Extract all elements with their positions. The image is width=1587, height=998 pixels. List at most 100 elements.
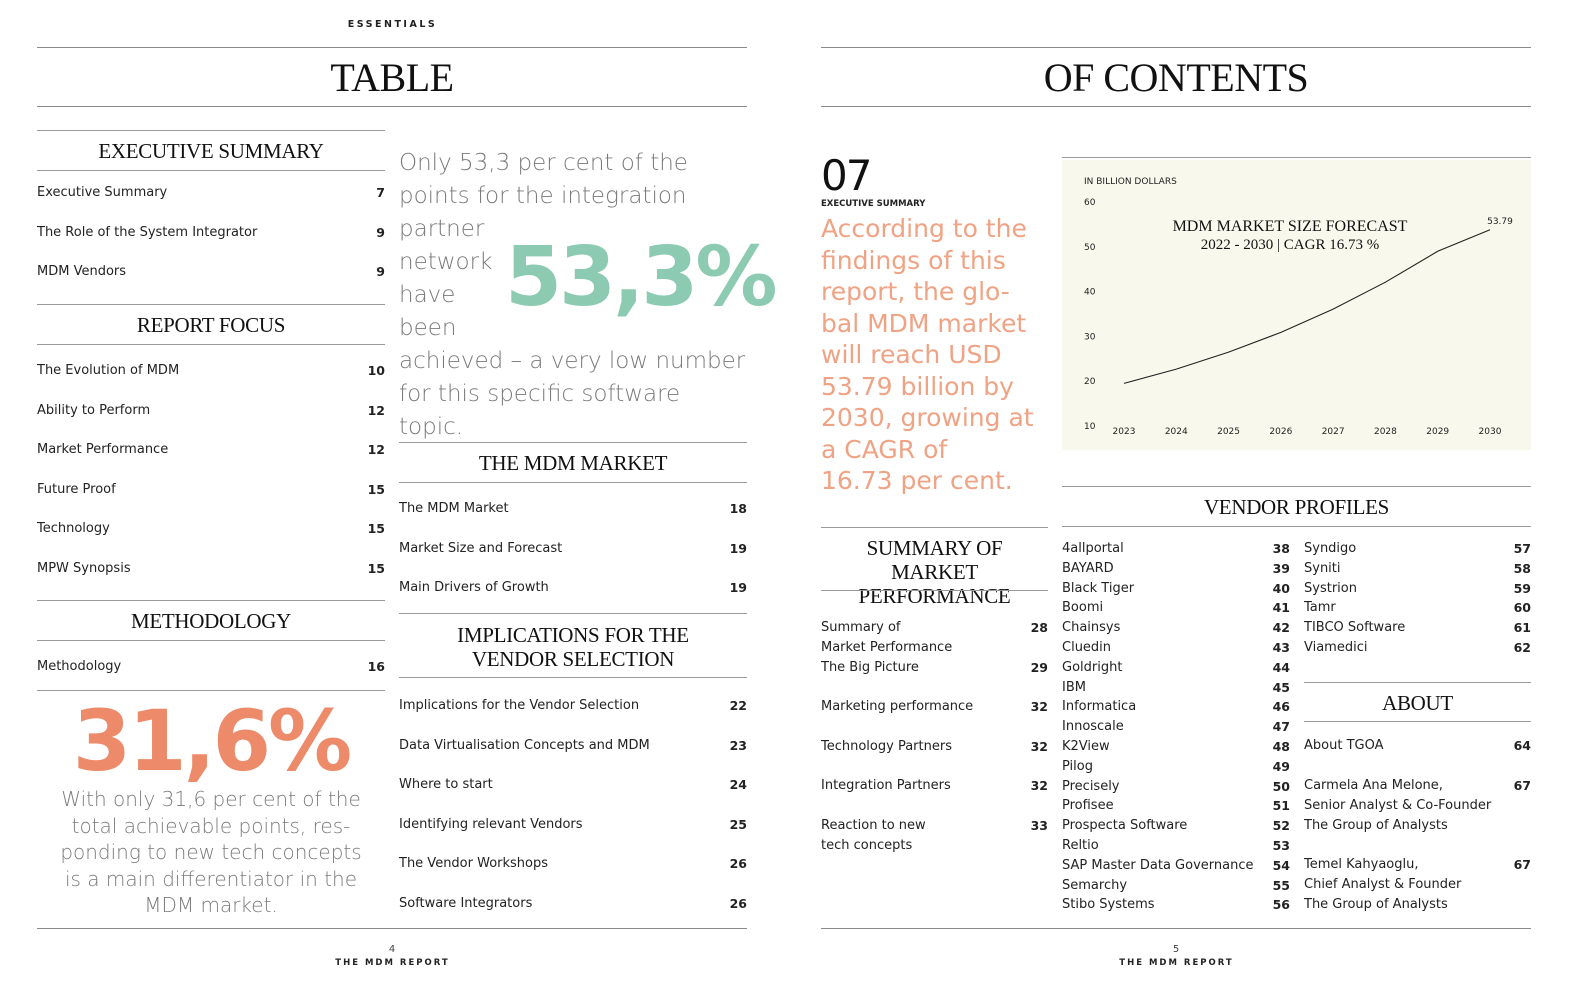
toc-entry-label: Viamedici xyxy=(1304,640,1368,655)
toc-entry-page: 26 xyxy=(729,856,747,872)
toc-entry[interactable]: TIBCO Software 61 xyxy=(1304,618,1531,638)
mdm-market-heading: THE MDM MARKET xyxy=(478,451,668,475)
about-entry[interactable]: Temel Kahyaoglu, Chief Analyst & Founder T… xyxy=(1304,855,1531,914)
toc-entry[interactable]: Software Integrators 26 xyxy=(399,894,747,914)
page-number-left: 4 xyxy=(388,944,396,955)
toc-entry[interactable]: Cluedin 43 xyxy=(1062,638,1290,658)
toc-entry[interactable]: IBM 45 xyxy=(1062,678,1290,698)
toc-entry[interactable]: Technology 15 xyxy=(37,519,385,539)
about-bottom-rule xyxy=(1304,721,1531,722)
toc-entry[interactable]: Methodology 16 xyxy=(37,657,385,677)
chart-panel xyxy=(1062,160,1531,450)
title-rule-left xyxy=(37,106,747,107)
toc-entry[interactable]: The Role of the System Integrator 9 xyxy=(37,223,385,243)
toc-entry[interactable]: Innoscale 47 xyxy=(1062,717,1290,737)
toc-entry[interactable]: The Vendor Workshops 26 xyxy=(399,854,747,874)
about-entry[interactable]: Carmela Ana Melone, Senior Analyst & Co-F… xyxy=(1304,776,1531,835)
toc-entry-label: Carmela Ana Melone, Senior Analyst & Co-F… xyxy=(1304,776,1491,835)
toc-entry[interactable]: The Evolution of MDM 10 xyxy=(37,361,385,381)
chart-data-label: 53.79 xyxy=(1487,217,1513,227)
toc-entry[interactable]: Identifying relevant Vendors 25 xyxy=(399,815,747,835)
green-stat-value: 53,3% xyxy=(505,230,777,325)
toc-entry[interactable]: Chainsys 42 xyxy=(1062,618,1290,638)
toc-entry-page: 42 xyxy=(1272,620,1290,636)
toc-entry[interactable]: The Big Picture 29 xyxy=(821,658,1048,678)
toc-entry-label-line: Temel Kahyaoglu, xyxy=(1304,857,1419,872)
toc-entry[interactable]: Future Proof 15 xyxy=(37,480,385,500)
toc-entry[interactable]: MPW Synopsis 15 xyxy=(37,559,385,579)
toc-entry[interactable]: Precisely 50 xyxy=(1062,777,1290,797)
chart-series-line xyxy=(1123,229,1491,384)
toc-entry[interactable]: Goldright 44 xyxy=(1062,658,1290,678)
toc-entry[interactable]: Main Drivers of Growth 19 xyxy=(399,578,747,598)
toc-entry[interactable]: The MDM Market 18 xyxy=(399,499,747,519)
toc-entry[interactable]: Syndigo 57 xyxy=(1304,539,1531,559)
toc-entry[interactable]: Tamr 60 xyxy=(1304,598,1531,618)
toc-entry-label: Ability to Perform xyxy=(37,402,151,418)
toc-entry-label: Syniti xyxy=(1304,560,1341,576)
chart-x-tick-label: 2028 xyxy=(1374,427,1397,437)
toc-entry[interactable]: Viamedici 62 xyxy=(1304,638,1531,658)
toc-entry[interactable]: Reltio 53 xyxy=(1062,836,1290,856)
toc-entry[interactable]: BAYARD 39 xyxy=(1062,559,1290,579)
page-title-left: TABLE xyxy=(330,55,454,100)
toc-entry-page: 50 xyxy=(1272,778,1290,794)
toc-entry[interactable]: MDM Vendors 9 xyxy=(37,262,385,282)
toc-entry[interactable]: Summary of Market Performance 28 xyxy=(821,618,1048,658)
toc-entry-page: 26 xyxy=(729,896,747,911)
toc-entry[interactable]: Stibo Systems 56 xyxy=(1062,895,1290,915)
toc-entry-page: 15 xyxy=(367,521,385,537)
toc-entry[interactable]: Executive Summary 7 xyxy=(37,183,385,203)
toc-entry[interactable]: Informatica 46 xyxy=(1062,697,1290,717)
toc-entry[interactable]: Syniti 58 xyxy=(1304,559,1531,579)
toc-entry[interactable]: Reaction to new tech concepts 33 xyxy=(821,816,1048,856)
toc-entry-label: Cluedin xyxy=(1062,640,1112,655)
toc-entry-page: 53 xyxy=(1272,838,1290,853)
about-entry[interactable]: About TGOA 64 xyxy=(1304,736,1531,756)
toc-entry[interactable]: Market Size and Forecast 19 xyxy=(399,539,747,559)
title-rule-right xyxy=(821,106,1531,107)
chart-y-axis-label: IN BILLION DOLLARS xyxy=(1084,177,1177,187)
toc-entry[interactable]: Systrion 59 xyxy=(1304,579,1531,599)
toc-entry[interactable]: K2View 48 xyxy=(1062,737,1290,757)
toc-entry-page: 19 xyxy=(729,540,747,556)
about-heading: ABOUT xyxy=(1382,691,1453,715)
green-stat-text-top: Only 53,3 per cent of the points for the… xyxy=(399,150,688,209)
toc-entry[interactable]: Ability to Perform 12 xyxy=(37,401,385,421)
toc-entry-label: The Role of the System Integrator xyxy=(37,224,258,240)
toc-entry[interactable]: Black Tiger 40 xyxy=(1062,579,1290,599)
methodology-heading: METHODOLOGY xyxy=(130,609,291,633)
toc-entry[interactable]: Prospecta Software 52 xyxy=(1062,816,1290,836)
toc-entry[interactable]: Technology Partners 32 xyxy=(821,737,1048,757)
toc-entry-page: 44 xyxy=(1272,659,1290,675)
toc-entry-page: 15 xyxy=(367,481,385,497)
toc-entry-page: 48 xyxy=(1272,739,1290,754)
toc-entry[interactable]: Marketing performance 32 xyxy=(821,697,1048,717)
toc-entry[interactable]: Pilog 49 xyxy=(1062,757,1290,777)
toc-entry[interactable]: SAP Master Data Governance 54 xyxy=(1062,856,1290,876)
toc-entry[interactable]: Boomi 41 xyxy=(1062,598,1290,618)
toc-entry[interactable]: Market Performance 12 xyxy=(37,440,385,460)
toc-entry-label: Reltio xyxy=(1062,838,1099,853)
toc-entry[interactable]: Semarchy 55 xyxy=(1062,876,1290,896)
toc-entry-page: 23 xyxy=(729,737,747,753)
green-stat-text-bottom: achieved – a very low number for this sp… xyxy=(399,348,746,440)
toc-entry-page: 38 xyxy=(1272,541,1290,556)
toc-entry[interactable]: 4allportal 38 xyxy=(1062,539,1290,559)
toc-entry-page: 19 xyxy=(729,580,747,596)
toc-entry-page: 9 xyxy=(376,264,385,280)
toc-entry[interactable]: Data Virtualisation Concepts and MDM 23 xyxy=(399,736,747,756)
toc-entry[interactable]: Profisee 51 xyxy=(1062,796,1290,816)
toc-entry-label: Tamr xyxy=(1304,600,1336,616)
toc-entry-label: The MDM Market xyxy=(399,501,509,516)
toc-entry[interactable]: Integration Partners 32 xyxy=(821,776,1048,796)
orange-stat-text: With only 31,6 per cent of the total ach… xyxy=(60,787,362,917)
toc-entry-label: Temel Kahyaoglu, Chief Analyst & Founder T… xyxy=(1304,855,1461,914)
toc-entry-label: Integration Partners xyxy=(821,776,951,796)
toc-entry[interactable]: Implications for the Vendor Selection 22 xyxy=(399,696,747,716)
bottom-rule-left xyxy=(37,928,747,929)
impl-bottom-rule xyxy=(399,677,747,678)
toc-entry[interactable]: Where to start 24 xyxy=(399,775,747,795)
toc-entry-label: MPW Synopsis xyxy=(37,561,131,576)
exec-label: EXECUTIVE SUMMARY xyxy=(821,199,926,209)
